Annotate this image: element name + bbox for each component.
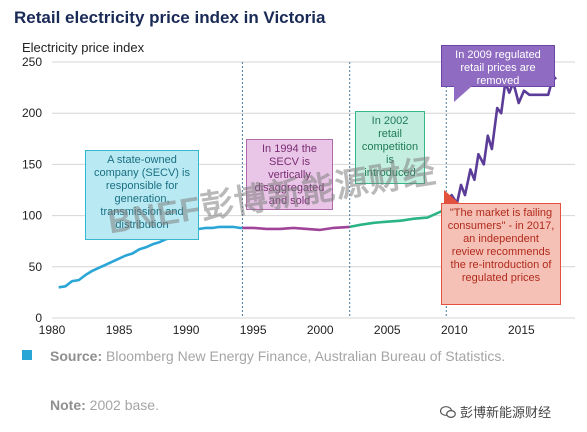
- y-tick-label: 250: [22, 55, 42, 69]
- annotation-1994: In 1994 the SECV is vertically disaggreg…: [246, 139, 333, 210]
- annotation-2017-line: regulated prices: [461, 272, 541, 284]
- annotation-1994-line: SECV is: [269, 156, 310, 168]
- series-line: [58, 225, 243, 289]
- annotation-1994-line: and sold: [268, 195, 311, 207]
- y-tick-label: 200: [22, 106, 42, 120]
- base-note: Note: 2002 base.: [50, 397, 159, 413]
- wechat-icon: [440, 405, 456, 418]
- annotation-1994-line: vertically: [268, 169, 311, 181]
- annotation-secv-line: A state-owned: [107, 154, 177, 166]
- annotation-2009-line: removed: [476, 75, 520, 87]
- y-tick-label: 150: [22, 157, 42, 171]
- annotation-2002-line: retail: [378, 128, 402, 140]
- logo: 彭博新能源财经: [440, 402, 551, 421]
- source-note: Source: Bloomberg New Energy Finance, Au…: [50, 344, 510, 369]
- annotation-secv-line: distribution: [115, 219, 169, 231]
- annotation-2002-line: competition: [361, 141, 419, 153]
- annotation-secv-line: generation,: [114, 193, 170, 205]
- y-tick-label: 0: [35, 311, 42, 325]
- x-tick-label: 1995: [240, 323, 267, 337]
- y-axis-label: Electricity price index: [22, 40, 145, 55]
- annotation-2002-line: In 2002: [371, 115, 409, 127]
- y-tick-label: 50: [29, 260, 43, 274]
- annotation-2017: "The market is failing consumers" - in 2…: [441, 190, 561, 305]
- source-label: Source:: [50, 348, 103, 364]
- annotation-2002: In 2002 retail competition is introduced: [355, 111, 425, 184]
- source-text: Bloomberg New Energy Finance, Australian…: [102, 348, 506, 364]
- note-label: Note:: [50, 397, 86, 413]
- annotation-secv-line: company (SECV) is: [94, 167, 190, 179]
- annotation-2002-line: introduced: [364, 167, 416, 179]
- source-marker: [22, 350, 32, 360]
- x-tick-label: 2005: [374, 323, 401, 337]
- annotation-2017-line: "The market is failing: [449, 207, 553, 219]
- annotation-2009: In 2009 regulated retail prices are remo…: [441, 45, 555, 102]
- x-tick-label: 1985: [106, 323, 133, 337]
- x-tick-label: 1990: [173, 323, 200, 337]
- annotation-secv-line: transmission and: [100, 206, 184, 218]
- annotation-1994-line: disaggregated: [254, 182, 325, 194]
- annotation-secv: A state-owned company (SECV) is responsi…: [85, 150, 199, 240]
- x-tick-label: 2015: [508, 323, 535, 337]
- annotation-2017-line: review recommends: [451, 246, 551, 258]
- series-line: [349, 206, 448, 229]
- annotation-2002-line: is: [386, 154, 394, 166]
- x-tick-label: 2000: [307, 323, 334, 337]
- annotation-secv-line: responsible for: [105, 180, 179, 192]
- chart-title: Retail electricity price index in Victor…: [14, 8, 326, 27]
- note-text: 2002 base.: [85, 397, 159, 413]
- series-line: [445, 76, 557, 208]
- annotation-2017-line: an independent: [463, 233, 539, 245]
- annotation-2009-line: In 2009 regulated: [455, 49, 541, 61]
- annotation-2009-line: retail prices are: [460, 62, 536, 74]
- annotation-1994-line: In 1994 the: [261, 143, 318, 155]
- x-tick-label: 1980: [39, 323, 66, 337]
- series-line: [242, 225, 350, 232]
- annotation-2017-line: the re-introduction of: [450, 259, 552, 271]
- logo-text: 彭博新能源财经: [460, 405, 552, 420]
- x-tick-label: 2010: [441, 323, 468, 337]
- annotation-2017-line: consumers" - in 2017,: [447, 220, 555, 232]
- y-tick-label: 100: [22, 209, 42, 223]
